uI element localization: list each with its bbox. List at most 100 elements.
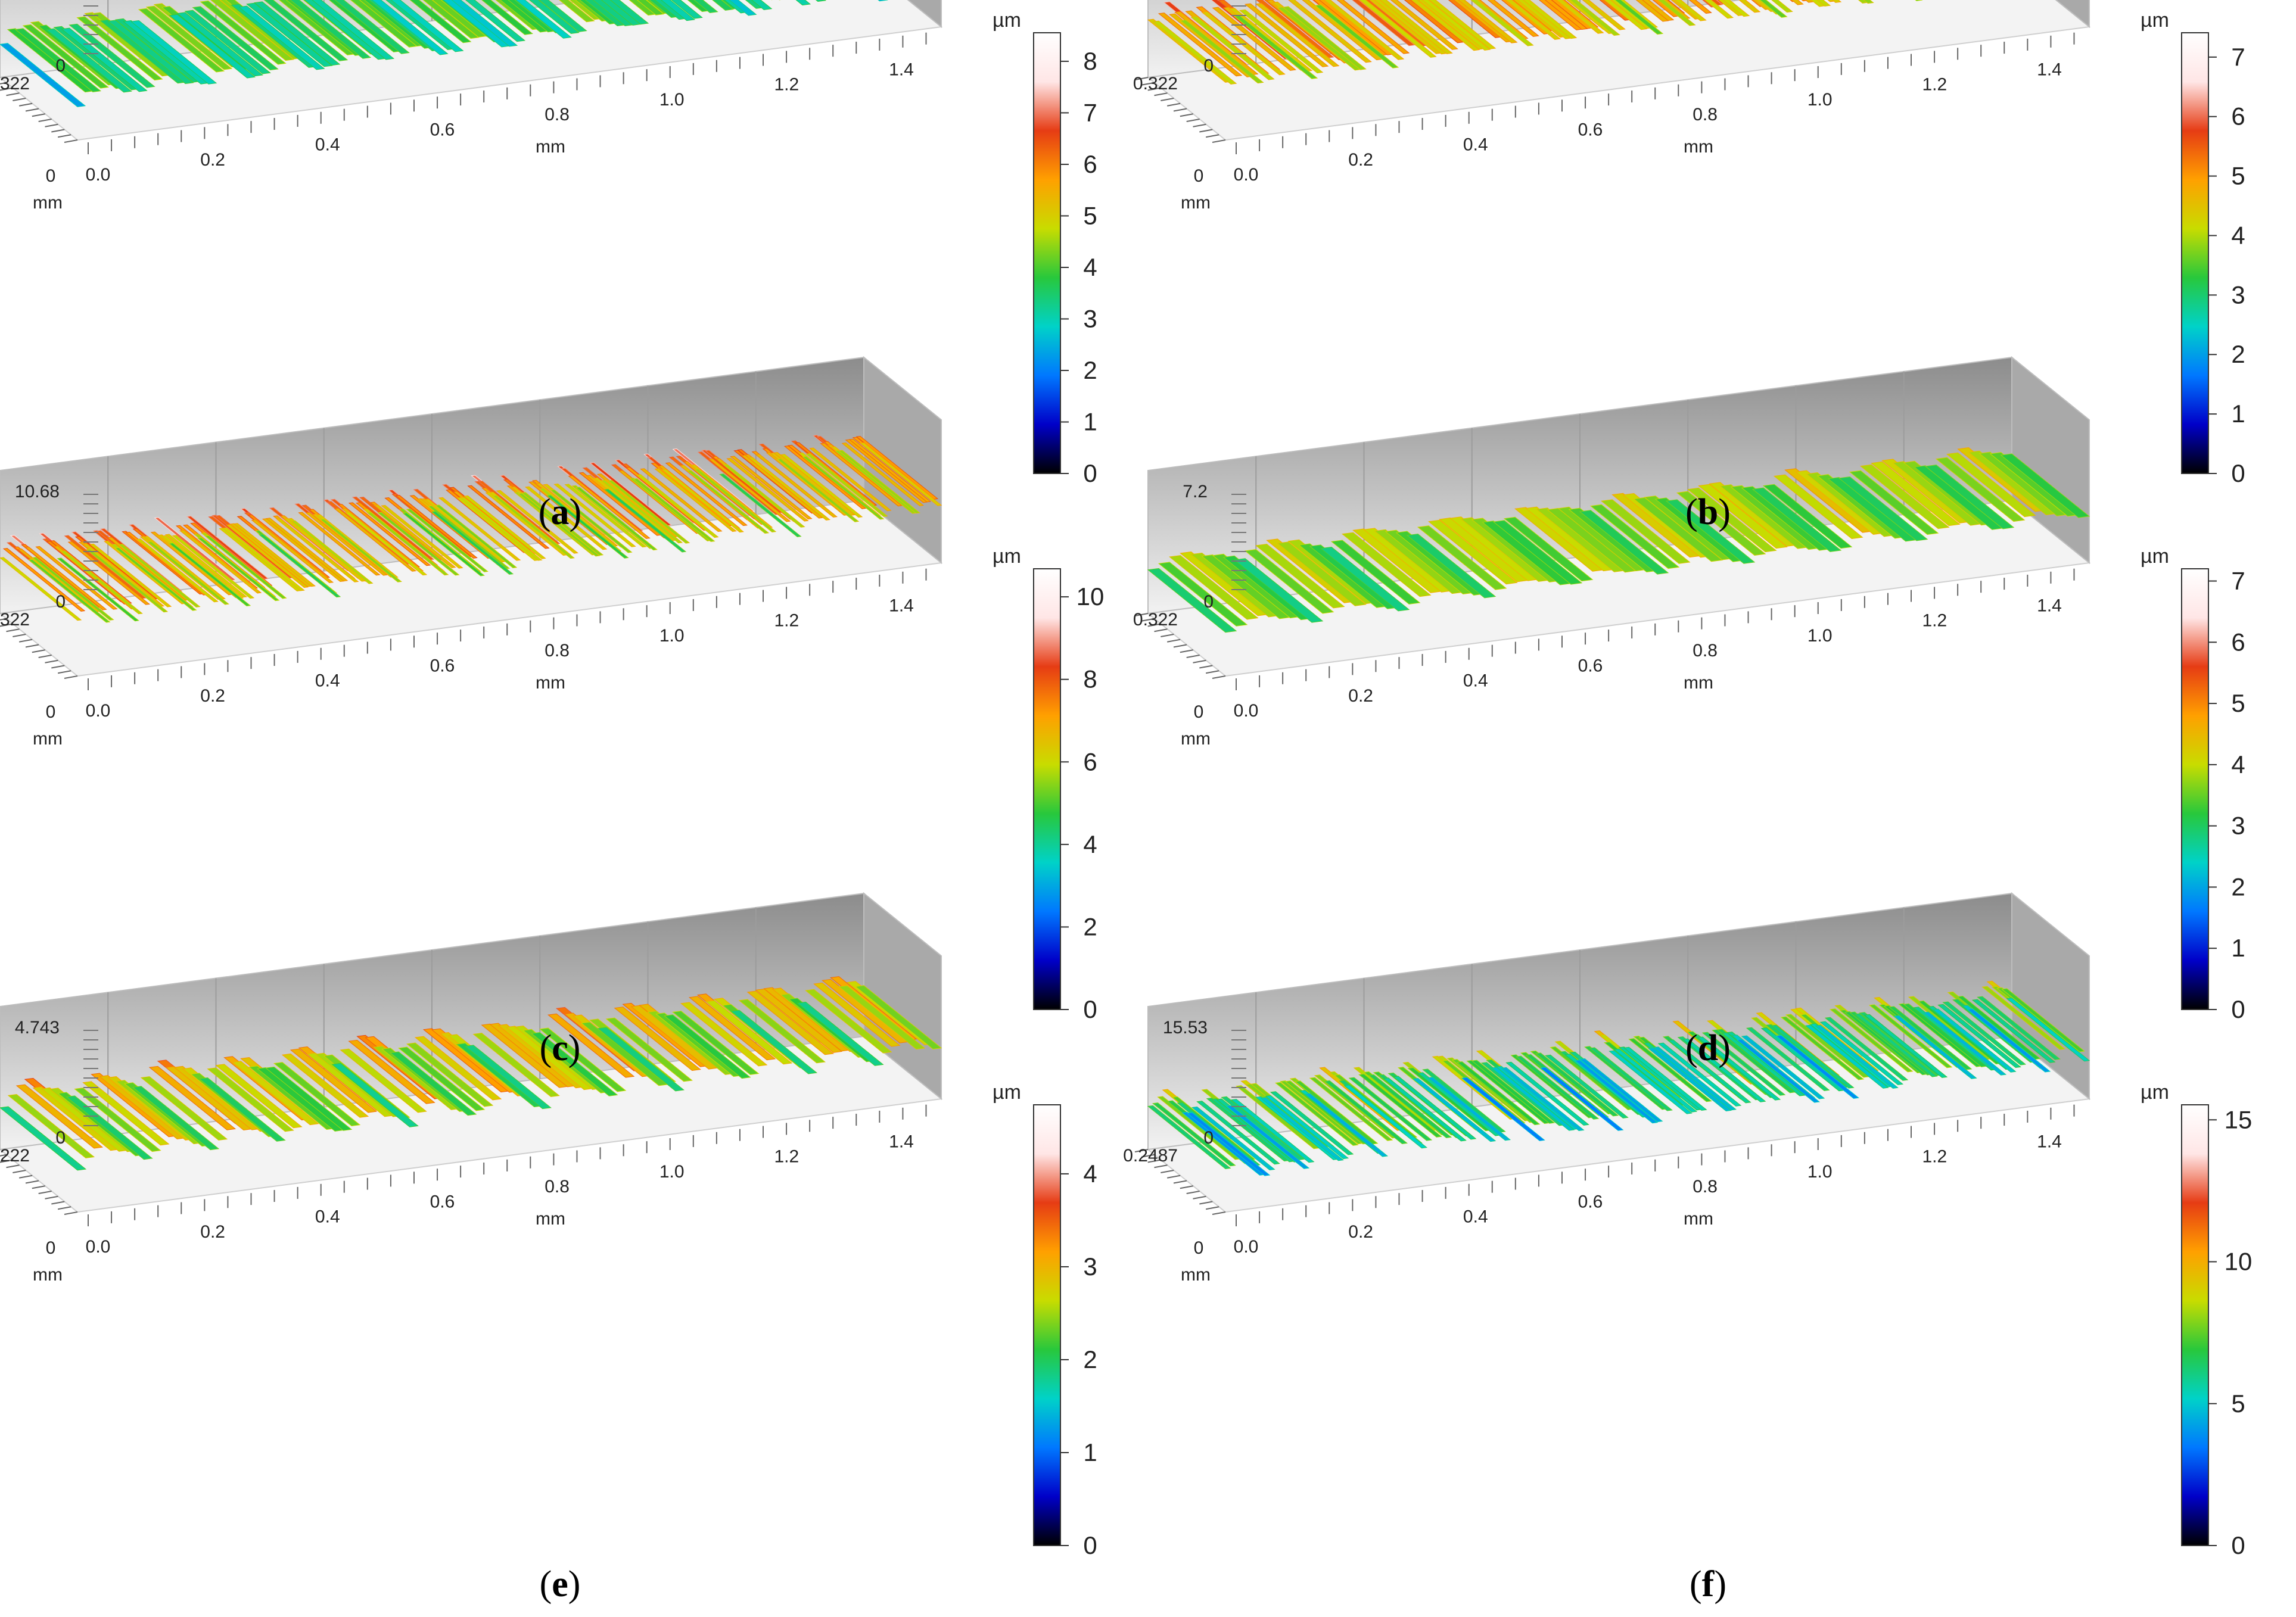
x-tick-label: 1.0 [1807, 90, 1833, 110]
surface-ridge [1628, 1038, 1712, 1102]
y-axis-unit: mm [33, 729, 63, 749]
colorbar-tick-label: 10 [2225, 1248, 2253, 1276]
y-tick [1205, 670, 1219, 674]
x-tick-label: 1.4 [889, 60, 914, 79]
y-tick [1212, 1211, 1226, 1215]
surface-ridge [210, 0, 294, 61]
surface-ridge [859, 442, 942, 506]
surface-ridge [465, 0, 526, 42]
surface-ridge [738, 999, 826, 1064]
surface-ridge [460, 497, 543, 561]
surface-ridge [654, 468, 737, 532]
y-tick [38, 655, 52, 658]
x-tick-label: 1.2 [774, 1147, 799, 1167]
surface-ridge [553, 483, 636, 547]
x-tick-label: 1.2 [1922, 1147, 1947, 1167]
surface-ridge [1924, 465, 2015, 529]
surface-ridge [374, 504, 456, 568]
x-tick-label: 0.6 [1578, 120, 1603, 139]
surface-ridge [1280, 1080, 1364, 1145]
surface-ridge [371, 0, 449, 55]
x-tick-label: 0.2 [1348, 686, 1373, 706]
surface-ridge [340, 1048, 427, 1113]
surface-ridge [89, 543, 172, 607]
colorbar-tick-label: 1 [2231, 400, 2245, 428]
y-tick [13, 98, 26, 101]
surface-ridge [1314, 4, 1399, 68]
surface-ridge [1579, 1058, 1663, 1123]
surface-ridge [169, 14, 256, 79]
panel-caption-b: (b) [1685, 492, 1731, 532]
surface-ridge [1343, 1085, 1428, 1149]
surface-ridge [1359, 0, 1437, 58]
surface-ridge [1674, 0, 1707, 21]
y-tick [25, 108, 39, 112]
surface-ridge [564, 484, 647, 548]
x-tick-label: 0.6 [430, 656, 455, 675]
surface-ridge [1652, 0, 1680, 17]
surface-ridge [1863, 0, 1874, 4]
x-tick-label: 0.0 [1234, 701, 1259, 721]
surface-ridge [1688, 0, 1712, 14]
y-tick [6, 1164, 20, 1169]
surface-ridge [547, 1013, 635, 1078]
surface-ridge [276, 518, 359, 582]
colorbar-unit: µm [2141, 545, 2169, 568]
colorbar-tick-label: 7 [2231, 567, 2245, 595]
surface-ridge [7, 28, 94, 93]
surface-ridge [1428, 519, 1518, 585]
surface-ridge [0, 43, 86, 107]
surface-mesh [0, 0, 888, 107]
y-tick [1141, 618, 1155, 622]
z-zero-label: 0 [55, 1128, 66, 1148]
side-wall [863, 356, 942, 565]
surface-ridge [1152, 1102, 1236, 1167]
x-tick-label: 1.4 [2037, 1132, 2062, 1151]
surface-ridge [726, 457, 809, 522]
y-tick [1173, 644, 1187, 648]
surface-plot-c: 0.0 0.2 0.4 0.6 0.8 1.0 1.2 1.4 mm 0 mm 0.322 0 10.68… [0, 356, 1104, 1023]
surface-ridge [500, 0, 549, 33]
y-tick-label-0: 0 [1194, 166, 1204, 186]
surface-ridge [1458, 0, 1518, 43]
surface-ridge [592, 0, 634, 26]
surface-ridge [273, 1062, 361, 1127]
y-tick [1173, 108, 1187, 112]
surface-ridge [406, 508, 489, 572]
y-max-label: 0.322 [0, 610, 30, 630]
surface-ridge [215, 1064, 303, 1129]
x-axis-unit: mm [536, 673, 565, 693]
surface-ridge [298, 512, 381, 576]
y-tick [1186, 1191, 1200, 1194]
surface-ridge [1611, 493, 1701, 558]
surface-ridge [1760, 1027, 1845, 1092]
surface-ridge [1288, 0, 1372, 63]
surface-ridge [636, 0, 665, 15]
colorbar-tick-label: 0 [1083, 995, 1097, 1023]
surface-ridge [1657, 1042, 1742, 1107]
surface-ridge [304, 0, 387, 60]
surface-ridge [422, 1028, 511, 1093]
y-tick [1212, 139, 1226, 143]
surface-ridge [1352, 0, 1415, 46]
surface-ridge [0, 1106, 87, 1171]
surface-ridge [559, 0, 595, 23]
surface-ridge [603, 488, 687, 553]
y-tick [1147, 623, 1161, 627]
surface-ridge [1893, 1015, 1977, 1079]
x-tick-label: 0.8 [1693, 1177, 1718, 1197]
surface-ridge [432, 0, 487, 38]
surface-ridge [22, 24, 110, 89]
surface-ridge [1368, 1074, 1452, 1139]
surface-ridge [1574, 1060, 1659, 1124]
surface-ridge [350, 0, 418, 48]
y-axis-unit: mm [33, 193, 63, 213]
surface-ridge [422, 0, 480, 39]
surface-mesh [1147, 0, 1923, 85]
surface-ridge [661, 0, 695, 21]
surface-ridge [1456, 1061, 1541, 1126]
surface-ridge [1342, 532, 1432, 597]
surface-ridge [84, 12, 171, 77]
surface-ridge [841, 443, 925, 506]
surface-ridge [1186, 1112, 1271, 1176]
